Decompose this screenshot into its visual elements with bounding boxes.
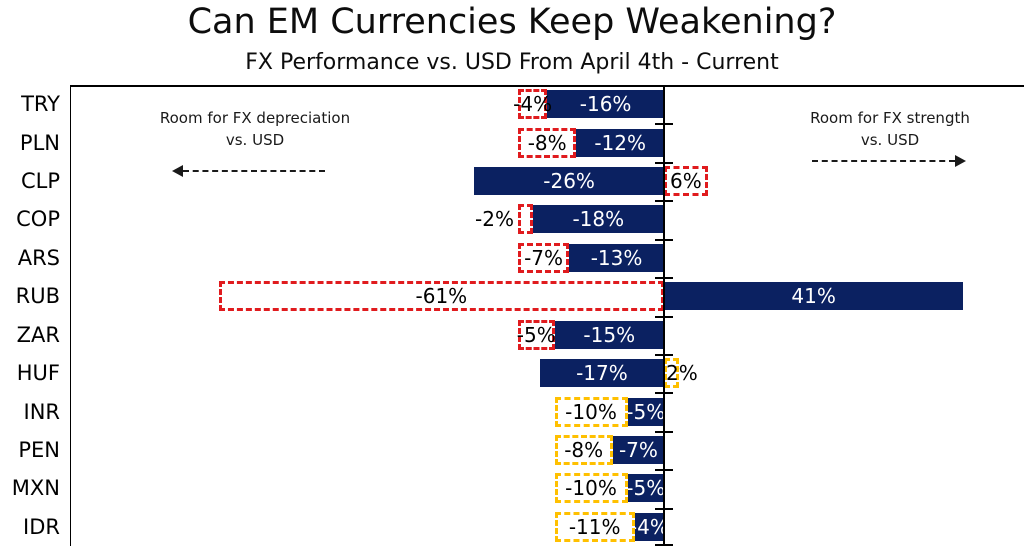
performance-bar-ARS: -13% <box>569 243 664 272</box>
room-box-IDR <box>554 511 635 542</box>
annotation-right-line2: vs. USD <box>860 130 920 149</box>
room-box-INR <box>554 396 628 427</box>
axis-tick <box>655 392 673 395</box>
axis-tick <box>655 353 673 356</box>
performance-bar-label-INR: -5% <box>626 399 666 424</box>
annotation-right: Room for FX strength vs. USD <box>775 108 1005 152</box>
performance-bar-PLN: -12% <box>576 128 664 157</box>
chart-subtitle: FX Performance vs. USD From April 4th - … <box>245 50 779 75</box>
annotation-left-line1: Room for FX depreciation <box>159 109 351 127</box>
room-box-label-INR: -10% <box>565 399 617 424</box>
room-box-HUF <box>664 358 679 389</box>
chart-title: Can EM Currencies Keep Weakening? <box>187 2 837 42</box>
annotation-left-line2: vs. USD <box>225 130 285 149</box>
room-box-label-CLP: 6% <box>670 169 702 194</box>
performance-bar-label-PLN: -12% <box>594 130 647 155</box>
performance-bar-label-RUB: 41% <box>791 284 836 309</box>
performance-bar-HUF: -17% <box>539 359 664 388</box>
axis-tick <box>655 507 673 510</box>
performance-bar-label-ARS: -13% <box>590 245 643 270</box>
room-box-label-COP: -2% <box>475 207 514 232</box>
axis-tick <box>655 200 673 203</box>
axis-tick <box>655 315 673 318</box>
room-box-COP <box>518 204 533 235</box>
y-axis-label-PLN: PLN <box>19 130 60 155</box>
right-arrow-head-icon <box>955 155 966 167</box>
y-axis-label-HUF: HUF <box>16 361 60 386</box>
room-box-TRY <box>518 89 548 120</box>
y-axis-label-INR: INR <box>23 399 61 424</box>
axis-tick <box>655 161 673 164</box>
room-box-RUB <box>218 281 664 312</box>
left-dashed-arrow-line <box>183 170 325 172</box>
y-axis-label-TRY: TRY <box>21 92 60 117</box>
y-axis-label-ARS: ARS <box>17 245 60 270</box>
room-box-MXN <box>554 473 628 504</box>
y-axis-label-MXN: MXN <box>11 476 60 501</box>
performance-bar-ZAR: -15% <box>554 320 664 349</box>
performance-bar-label-TRY: -16% <box>579 92 632 117</box>
performance-bar-label-PEN: -7% <box>618 437 658 462</box>
performance-bar-INR: -5% <box>626 397 666 426</box>
y-axis-label-IDR: IDR <box>23 514 60 539</box>
performance-bar-MXN: -5% <box>626 474 666 503</box>
room-box-ARS <box>518 242 570 273</box>
performance-bar-label-IDR: -4% <box>629 514 669 539</box>
axis-tick <box>655 238 673 241</box>
room-box-label-MXN: -10% <box>565 476 617 501</box>
room-box-label-RUB: -61% <box>415 284 468 309</box>
room-box-label-TRY: -4% <box>513 92 553 117</box>
performance-bar-PEN: -7% <box>612 435 664 464</box>
axis-tick <box>655 123 673 126</box>
performance-bar-label-MXN: -5% <box>626 476 666 501</box>
room-box-PEN <box>554 434 613 465</box>
room-box-PLN <box>518 127 577 158</box>
performance-bar-label-HUF: -17% <box>576 361 628 386</box>
performance-bar-TRY: -16% <box>547 90 664 119</box>
axis-tick <box>655 277 673 280</box>
room-box-label-HUF: 2% <box>666 361 698 386</box>
plot-border-top <box>70 85 1024 87</box>
annotation-right-line1: Room for FX strength <box>810 109 970 127</box>
axis-tick <box>655 544 673 546</box>
performance-bar-label-COP: -18% <box>572 207 625 232</box>
room-box-label-ZAR: -5% <box>516 322 556 347</box>
performance-bar-label-CLP: -26% <box>543 169 595 194</box>
room-box-ZAR <box>518 319 555 350</box>
performance-bar-IDR: -4% <box>630 512 669 541</box>
room-box-CLP <box>664 166 708 197</box>
left-arrow-head-icon <box>172 165 183 177</box>
y-axis-label-RUB: RUB <box>15 284 60 309</box>
annotation-left: Room for FX depreciation vs. USD <box>130 108 380 152</box>
y-axis-label-ZAR: ZAR <box>16 322 60 347</box>
axis-tick <box>655 469 673 472</box>
performance-bar-label-ZAR: -15% <box>583 322 636 347</box>
room-box-label-IDR: -11% <box>568 514 621 539</box>
axis-tick <box>655 430 673 433</box>
y-axis-label-CLP: CLP <box>20 169 60 194</box>
right-dashed-arrow-line <box>812 160 955 162</box>
room-box-label-ARS: -7% <box>524 245 564 270</box>
y-axis-label-COP: COP <box>16 207 60 232</box>
room-box-label-PLN: -8% <box>527 130 567 155</box>
performance-bar-CLP: -26% <box>474 167 664 196</box>
room-box-label-PEN: -8% <box>564 437 604 462</box>
plot-border-left <box>70 85 71 546</box>
performance-bar-COP: -18% <box>532 205 664 234</box>
y-axis-label-PEN: PEN <box>18 437 60 462</box>
performance-bar-RUB: 41% <box>664 282 964 311</box>
